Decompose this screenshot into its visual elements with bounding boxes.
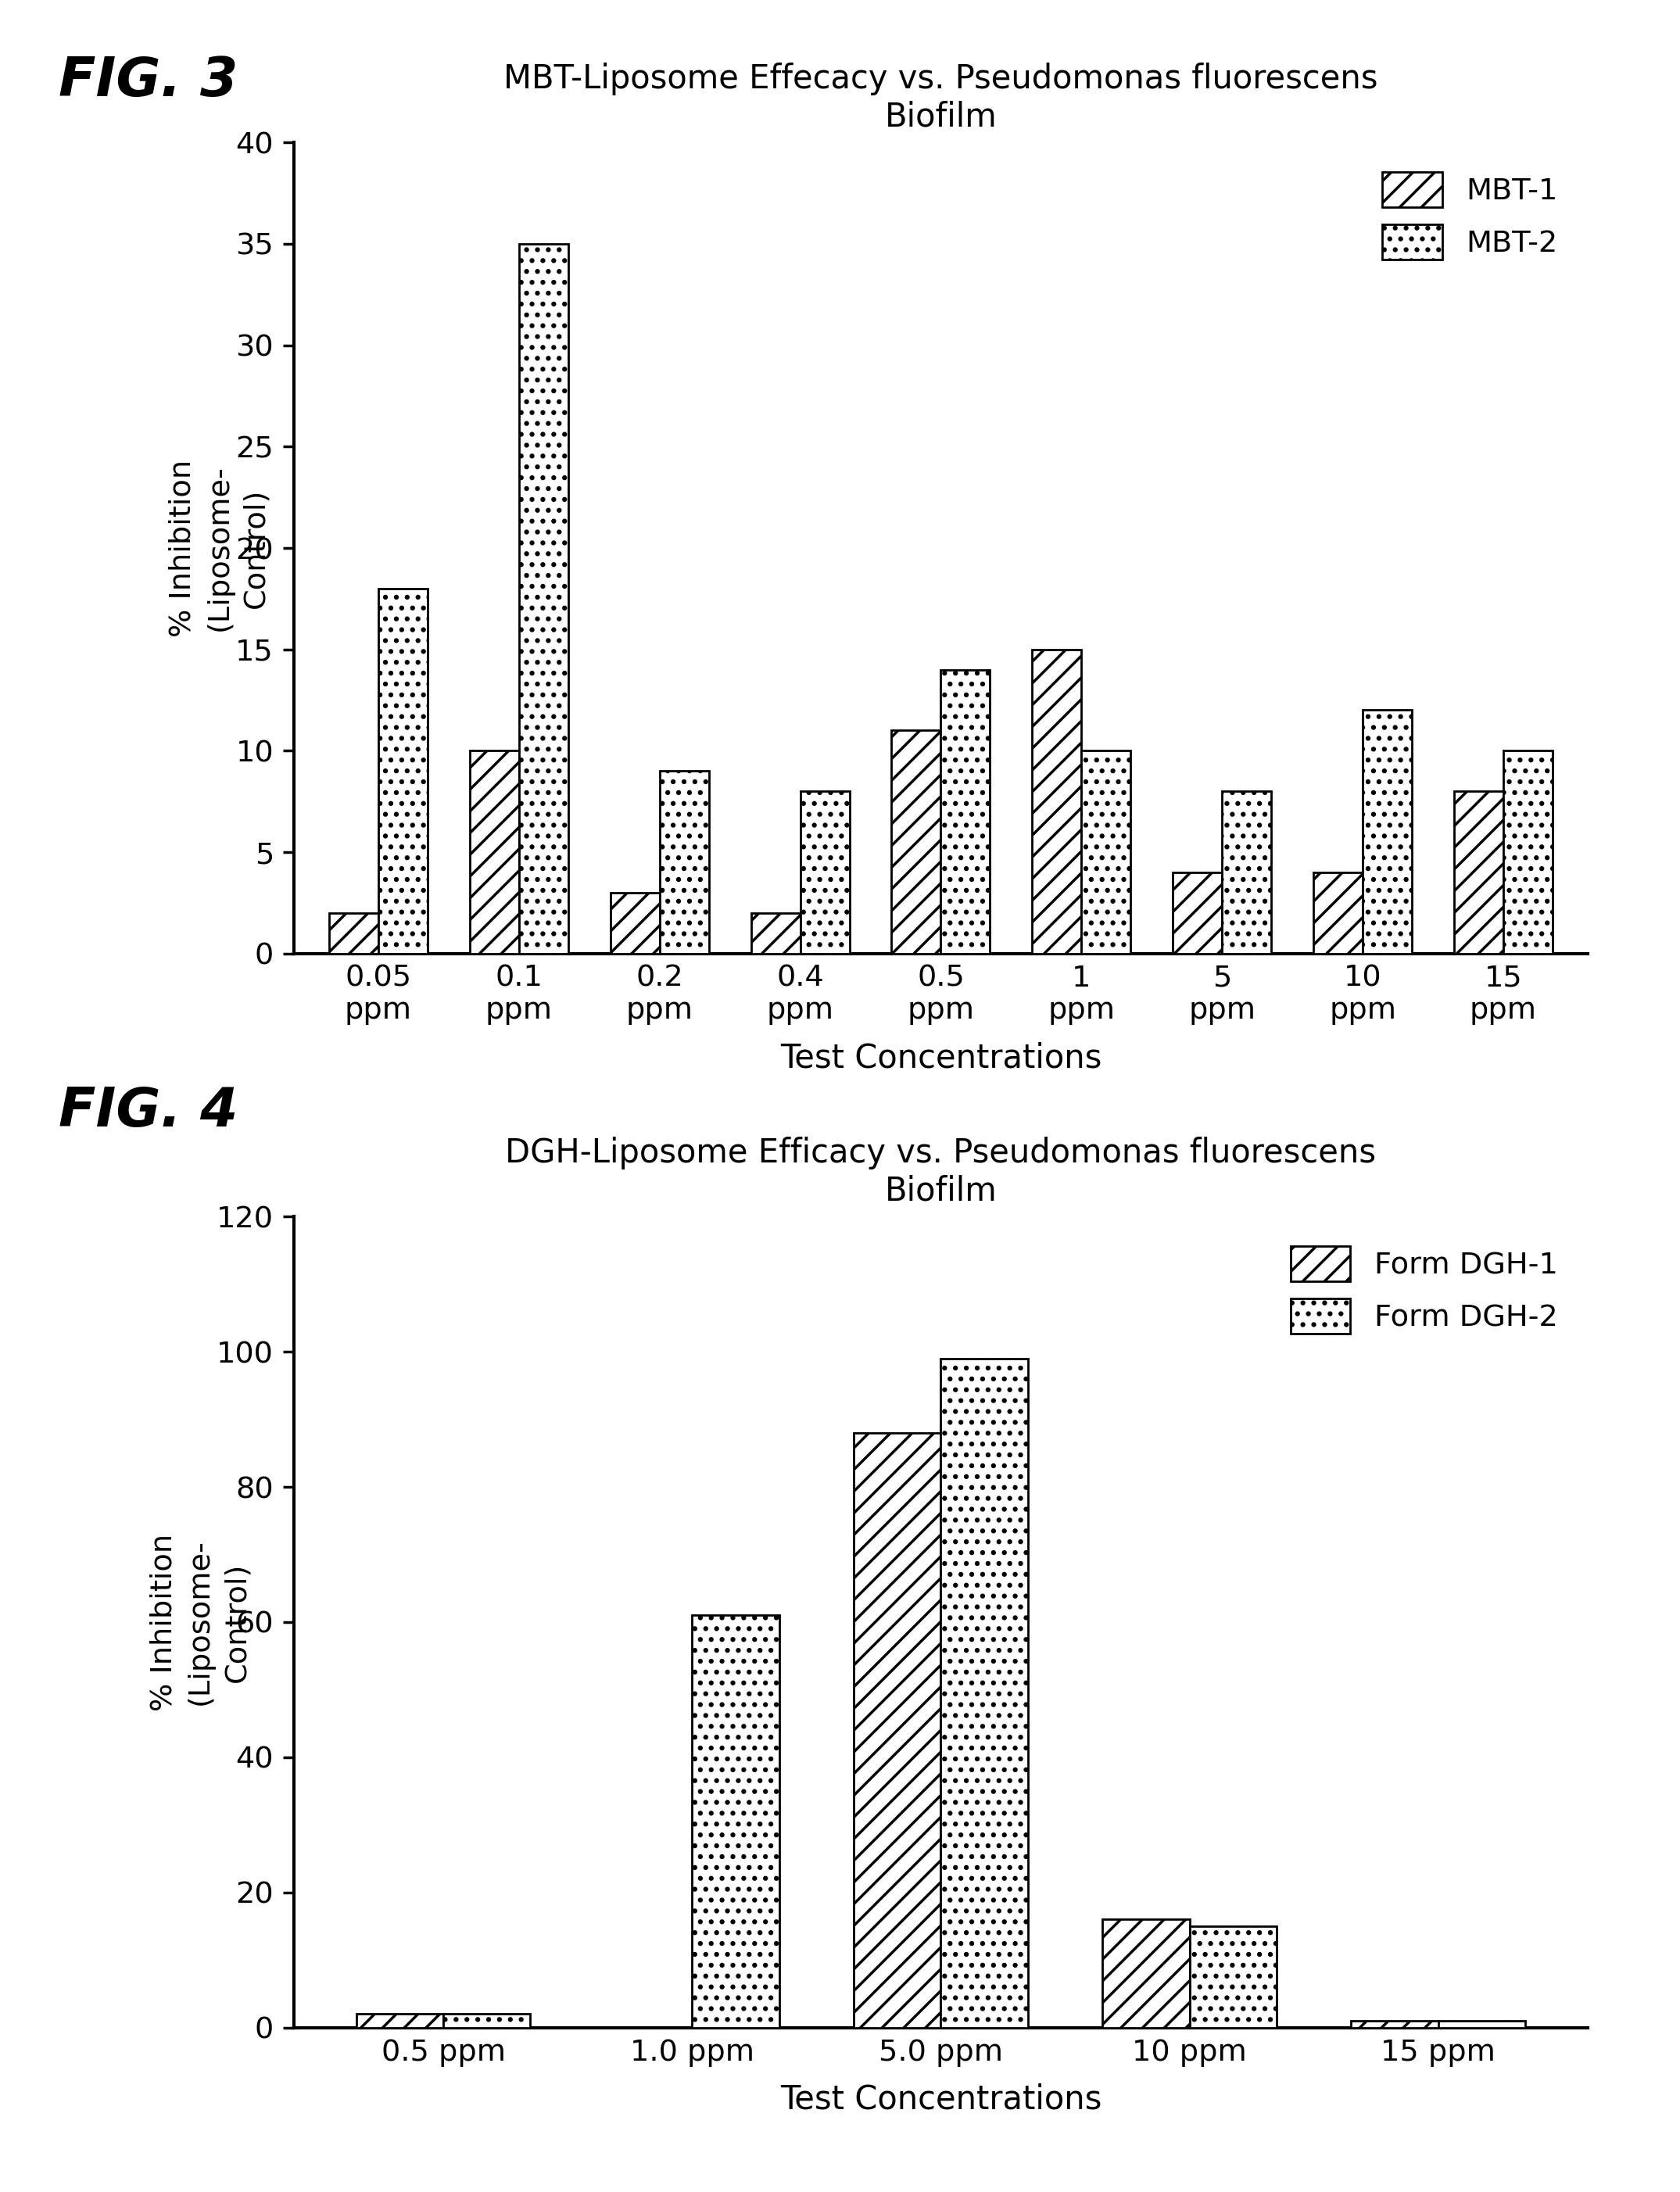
Bar bbox=[692, 1616, 780, 2028]
Y-axis label: % Inhibition
(Liposome-
Control): % Inhibition (Liposome- Control) bbox=[168, 458, 270, 638]
Bar bbox=[1453, 791, 1504, 954]
Bar bbox=[356, 2014, 444, 2028]
Bar bbox=[800, 791, 850, 954]
Bar bbox=[853, 1434, 941, 2028]
Legend: Form DGH-1, Form DGH-2: Form DGH-1, Form DGH-2 bbox=[1275, 1232, 1572, 1348]
Legend: MBT-1, MBT-2: MBT-1, MBT-2 bbox=[1368, 158, 1572, 274]
Bar bbox=[519, 243, 568, 954]
Bar bbox=[1314, 872, 1362, 954]
Bar bbox=[941, 1359, 1028, 2028]
Bar bbox=[1351, 2021, 1438, 2028]
Bar bbox=[1082, 752, 1131, 954]
Title: DGH-Liposome Efficacy vs. Pseudomonas fluorescens
Biofilm: DGH-Liposome Efficacy vs. Pseudomonas fl… bbox=[506, 1135, 1376, 1208]
Text: FIG. 3: FIG. 3 bbox=[59, 55, 239, 107]
Text: FIG. 4: FIG. 4 bbox=[59, 1085, 239, 1138]
Bar bbox=[1173, 872, 1221, 954]
Bar bbox=[1221, 791, 1272, 954]
Bar bbox=[660, 772, 709, 954]
Bar bbox=[1032, 649, 1082, 954]
Bar bbox=[610, 892, 660, 954]
X-axis label: Test Concentrations: Test Concentrations bbox=[780, 1041, 1102, 1074]
Title: MBT-Liposome Effecacy vs. Pseudomonas fluorescens
Biofilm: MBT-Liposome Effecacy vs. Pseudomonas fl… bbox=[504, 61, 1378, 134]
Bar bbox=[1102, 1920, 1189, 2028]
X-axis label: Test Concentrations: Test Concentrations bbox=[780, 2082, 1102, 2115]
Bar bbox=[378, 590, 428, 954]
Y-axis label: % Inhibition
(Liposome-
Control): % Inhibition (Liposome- Control) bbox=[150, 1532, 252, 1712]
Bar bbox=[941, 671, 990, 954]
Bar bbox=[892, 730, 941, 954]
Bar bbox=[1189, 1927, 1277, 2028]
Bar bbox=[751, 914, 800, 954]
Bar bbox=[1504, 752, 1552, 954]
Bar bbox=[1362, 710, 1411, 954]
Bar bbox=[444, 2014, 531, 2028]
Bar bbox=[329, 914, 378, 954]
Bar bbox=[470, 752, 519, 954]
Bar bbox=[1438, 2021, 1525, 2028]
